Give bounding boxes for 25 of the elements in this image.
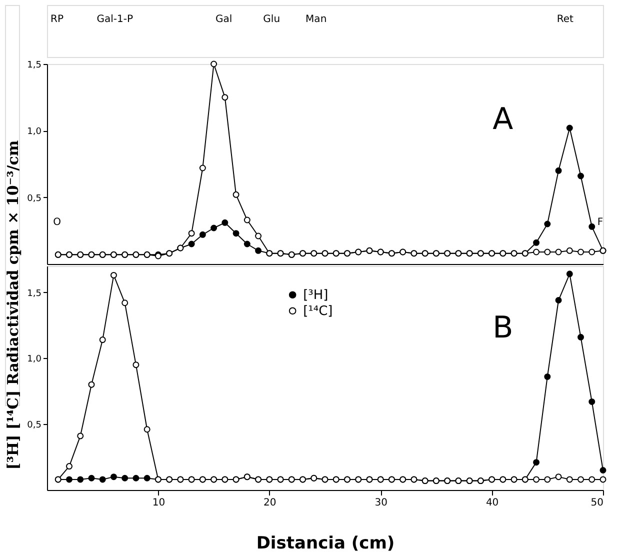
annotation: B bbox=[492, 310, 514, 346]
x-tick-label: 50 bbox=[590, 498, 604, 508]
text: Ret bbox=[556, 14, 574, 25]
legend-label: [³H] bbox=[303, 288, 328, 303]
text: Glu bbox=[263, 14, 280, 25]
x-tick-label: 10 bbox=[152, 498, 166, 508]
legend-label: [¹⁴C] bbox=[303, 304, 333, 319]
x-tick-label: 40 bbox=[486, 498, 499, 508]
annotation: F bbox=[597, 217, 604, 228]
text: Man bbox=[306, 14, 327, 25]
y-tick-label: 1,5 bbox=[27, 288, 42, 299]
annotation: O bbox=[53, 217, 62, 228]
text: Gal-1-P bbox=[96, 14, 133, 25]
text: RP bbox=[50, 14, 64, 25]
y-tick-label: 1,0 bbox=[27, 354, 42, 365]
x-tick-label: 20 bbox=[264, 498, 276, 508]
y-tick-label: 1,0 bbox=[27, 127, 42, 138]
y-tick-label: 1,5 bbox=[27, 60, 42, 70]
y-axis-title: [³H] [¹⁴C] Radiactividad cpm × 10⁻³/cm bbox=[4, 140, 22, 470]
y-tick-label: 0,5 bbox=[27, 194, 42, 204]
y-tick-label: 0,5 bbox=[27, 420, 42, 431]
annotation: A bbox=[492, 102, 514, 137]
x-axis-title: Distancia (cm) bbox=[256, 534, 395, 554]
x-tick-label: 30 bbox=[374, 498, 388, 508]
text: Gal bbox=[215, 14, 232, 25]
